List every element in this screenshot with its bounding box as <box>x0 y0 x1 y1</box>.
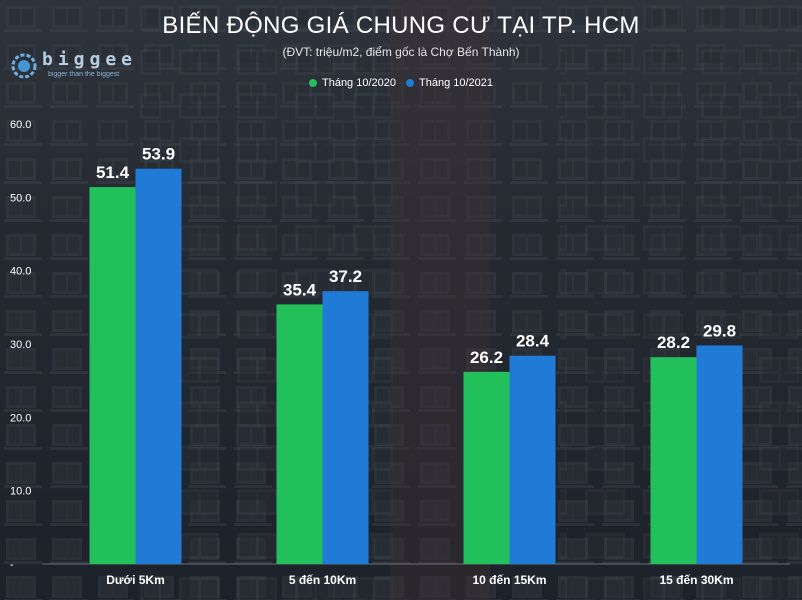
data-label: 28.2 <box>657 333 690 352</box>
chart-subtitle: (ĐVT: triệu/m2, điểm gốc là Chợ Bến Thàn… <box>282 45 520 59</box>
legend-item-2020: Tháng 10/2020 <box>308 77 396 89</box>
legend: Tháng 10/2020 Tháng 10/2021 <box>0 77 802 89</box>
bar-2020 <box>276 304 323 564</box>
data-label: 28.4 <box>516 332 550 351</box>
y-tick-label: 20.0 <box>10 412 31 424</box>
bar-2021 <box>696 345 743 564</box>
x-tick-label: 10 đến 15Km <box>472 573 546 587</box>
bar-2021 <box>509 355 556 564</box>
legend-swatch-2020 <box>308 79 317 87</box>
bar-2020 <box>89 187 136 565</box>
bar-2021 <box>135 168 182 564</box>
bar-2021 <box>322 291 369 564</box>
logo-wordmark: biggee <box>42 49 138 70</box>
bar-2020 <box>650 357 697 564</box>
y-tick-label: 60.0 <box>10 119 31 131</box>
y-tick-label: 30.0 <box>10 339 31 351</box>
legend-label-2020: Tháng 10/2020 <box>321 77 396 89</box>
legend-item-2021: Tháng 10/2021 <box>406 77 493 89</box>
legend-swatch-2021 <box>406 79 414 87</box>
data-label: 53.9 <box>142 145 175 164</box>
data-label: 35.4 <box>283 280 317 299</box>
logo-tagline: bigger than the biggest <box>48 71 120 78</box>
data-label: 51.4 <box>96 163 130 182</box>
legend-label-2021: Tháng 10/2021 <box>419 77 494 89</box>
y-tick-label: - <box>10 559 14 571</box>
y-tick-label: 50.0 <box>10 192 31 204</box>
y-tick-label: 40.0 <box>10 266 31 278</box>
bar-2020 <box>463 371 510 564</box>
data-label: 37.2 <box>329 267 362 286</box>
data-label: 26.2 <box>470 348 503 367</box>
y-tick-label: 10.0 <box>10 486 31 498</box>
brand-logo: biggee bigger than the biggest <box>10 49 160 86</box>
chart-title: BIẾN ĐỘNG GIÁ CHUNG CƯ TẠI TP. HCM <box>162 12 640 39</box>
x-tick-label: 15 đến 30Km <box>659 573 733 587</box>
gear-globe-icon <box>11 53 37 79</box>
data-label: 29.8 <box>703 321 736 340</box>
x-tick-label: 5 đến 10Km <box>289 573 356 587</box>
x-tick-label: Dưới 5Km <box>106 573 165 587</box>
